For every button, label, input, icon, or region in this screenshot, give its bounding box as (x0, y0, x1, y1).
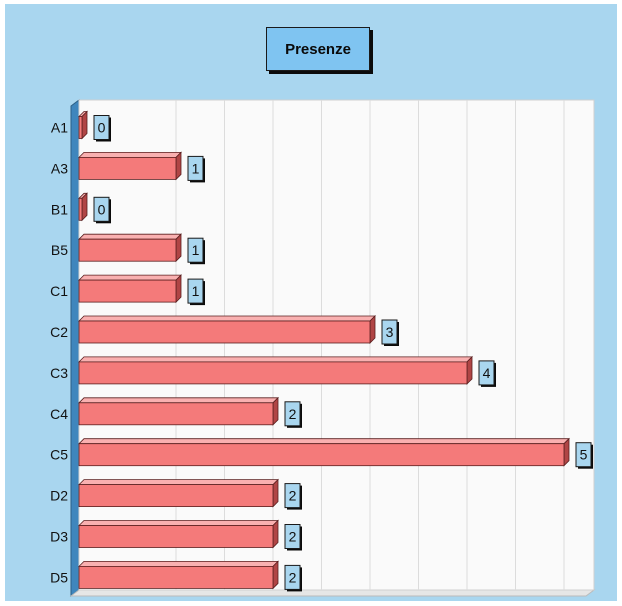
bar-top (78, 520, 279, 526)
value-label-box (575, 442, 592, 468)
category-label: A1 (51, 120, 68, 136)
category-label: D5 (50, 569, 68, 585)
value-label: 0 (98, 120, 106, 136)
value-label: 3 (386, 324, 394, 340)
bar-side (272, 478, 279, 508)
bar (78, 279, 177, 303)
bar-side (81, 110, 88, 140)
bar (78, 566, 274, 589)
bar (78, 484, 274, 508)
category-label: A3 (51, 160, 68, 176)
value-label: 1 (192, 283, 200, 299)
value-label-box (93, 196, 110, 222)
bar (78, 320, 371, 344)
bar (78, 238, 177, 262)
value-label-box (93, 115, 110, 140)
category-label: C2 (50, 324, 68, 340)
bar (78, 361, 468, 385)
bar-top (78, 274, 182, 281)
bar-top (78, 151, 182, 158)
category-label: C5 (50, 447, 68, 463)
value-label: 2 (289, 406, 297, 422)
bar (78, 156, 177, 180)
bar (78, 116, 83, 139)
bar (78, 402, 274, 426)
value-label-box (187, 155, 204, 181)
bar-top (78, 561, 279, 567)
value-label-box (284, 483, 301, 509)
bar (78, 525, 274, 548)
bar-side (466, 355, 473, 385)
value-label: 2 (289, 569, 297, 585)
category-label: D2 (50, 488, 68, 504)
bar-top (78, 479, 279, 486)
bar (78, 197, 83, 221)
value-label-box (187, 237, 204, 263)
value-label-box (187, 278, 204, 304)
bar-side (272, 396, 279, 426)
bar-side (175, 233, 182, 263)
bar-side (81, 192, 88, 222)
category-label: C4 (50, 406, 68, 422)
bar (78, 443, 565, 467)
value-label: 1 (192, 160, 200, 176)
category-label: B5 (51, 242, 68, 258)
value-label-box (284, 564, 301, 590)
bar-top (78, 356, 473, 363)
value-label-box (284, 401, 301, 427)
bar-side (369, 315, 376, 344)
bar-top (78, 438, 570, 445)
category-label: D3 (50, 529, 68, 545)
value-label-box (478, 360, 495, 386)
value-label: 4 (483, 365, 491, 381)
category-label: B1 (51, 201, 68, 217)
plot-side-wall (70, 99, 80, 597)
category-label: C1 (50, 283, 68, 299)
plot-floor (69, 589, 596, 597)
bar-side (175, 274, 182, 304)
bar-side (272, 519, 279, 549)
bar-side (272, 560, 279, 590)
value-label-box (284, 524, 301, 549)
bar-top (78, 233, 182, 240)
bar-side (175, 151, 182, 181)
bar-side (563, 437, 570, 467)
value-label: 2 (289, 488, 297, 504)
bar-top (78, 397, 279, 404)
value-label: 2 (289, 529, 297, 545)
bar-top (78, 315, 376, 322)
value-label: 0 (98, 201, 106, 217)
value-label: 5 (580, 447, 588, 463)
category-label: C3 (50, 365, 68, 381)
value-label: 1 (192, 242, 200, 258)
plot-area (78, 99, 595, 591)
value-label-box (381, 319, 398, 345)
chart-title: Presenze (266, 27, 370, 71)
